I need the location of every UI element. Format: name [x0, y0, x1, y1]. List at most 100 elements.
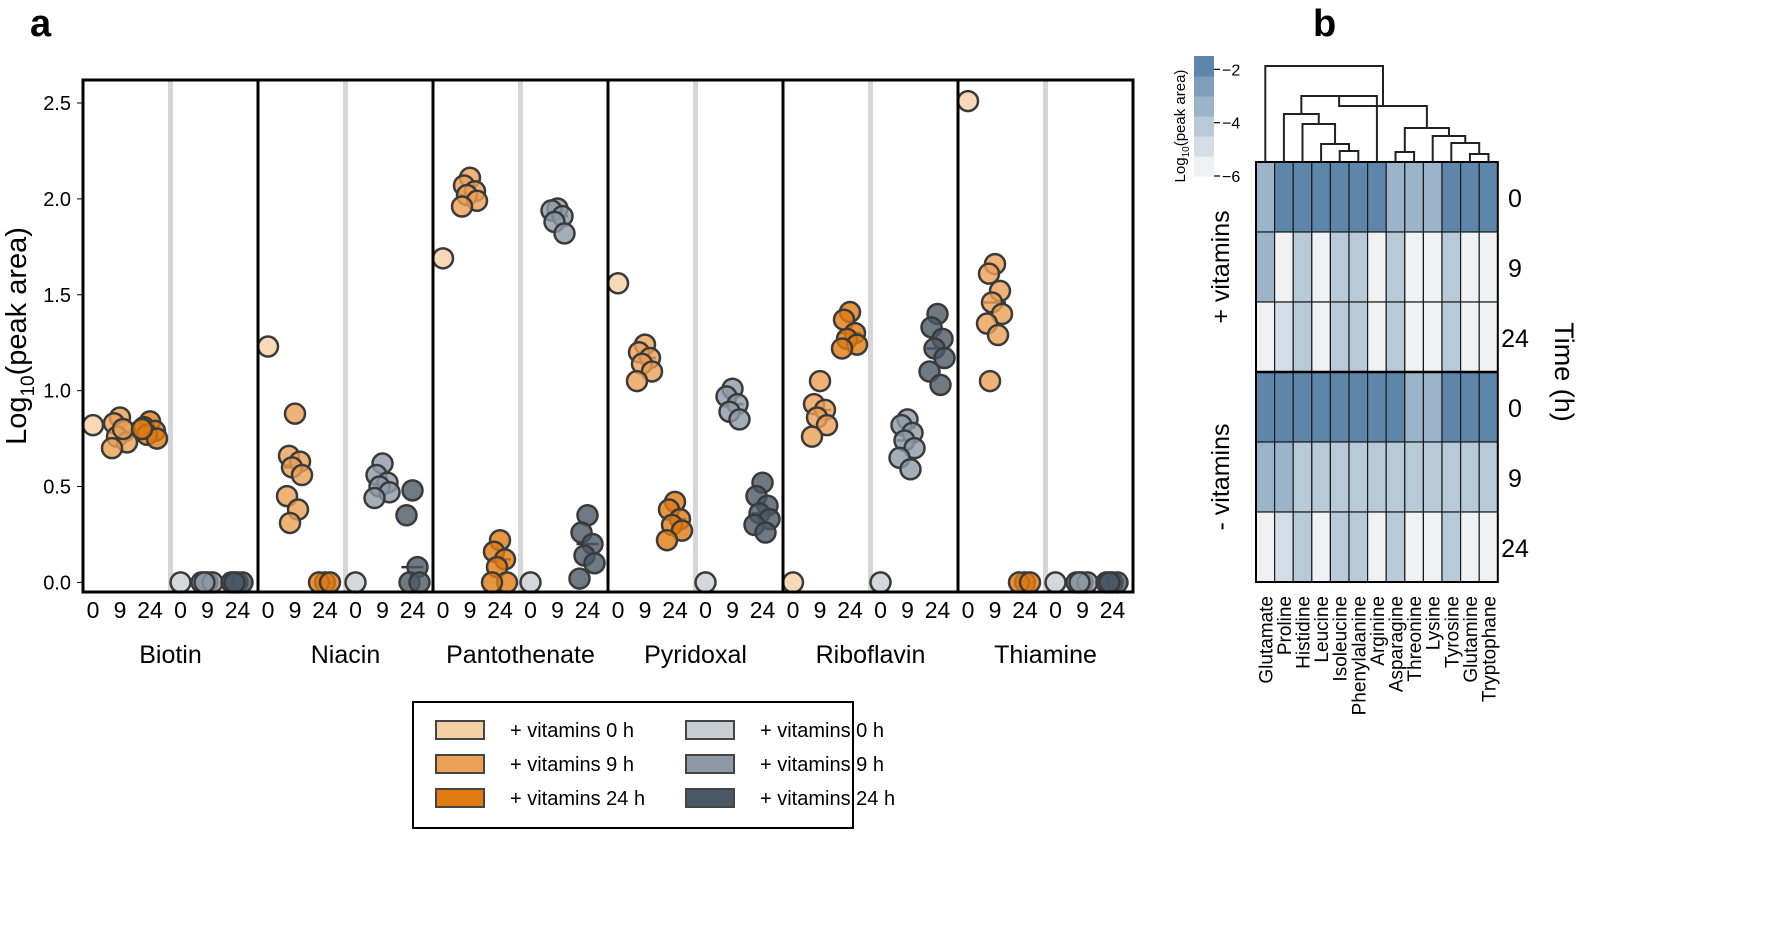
time-tick-label: 24: [487, 597, 513, 623]
data-point: [625, 369, 649, 393]
data-point: [830, 337, 854, 360]
y-axis-label-main: Log: [1, 397, 33, 445]
column-label: Lysine: [1424, 596, 1445, 650]
heatmap-cell: [1478, 301, 1499, 373]
data-point: [130, 417, 154, 441]
heatmap-cell: [1459, 161, 1480, 233]
legend-swatch: [685, 788, 735, 808]
heatmap-cell: [1441, 301, 1462, 373]
legend-label: + vitamins 24 h: [760, 788, 895, 810]
heatmap-cell: [1441, 161, 1462, 233]
row-group-label: + vitamins: [1207, 210, 1235, 323]
data-point: [111, 417, 135, 441]
colorbar-tick-label: −2: [1222, 62, 1240, 79]
data-point: [606, 272, 630, 295]
heatmap-cell: [1422, 511, 1443, 583]
dendrogram-link: [1394, 151, 1416, 162]
row-label: 24: [1501, 325, 1529, 353]
y-axis-label-rest: (peak area): [1, 227, 33, 375]
heatmap-cell: [1404, 371, 1425, 443]
heatmap-cell: [1311, 511, 1332, 583]
heatmap-cell: [1348, 441, 1369, 513]
heatmap-cell: [1366, 511, 1387, 583]
y-axis-label-sub: 10: [18, 375, 39, 396]
data-point: [344, 571, 367, 594]
heatmap-cell: [1385, 301, 1406, 373]
heatmap-cell: [1348, 301, 1369, 373]
colorbar-segment: [1194, 96, 1214, 117]
facet-label: Biotin: [139, 641, 202, 669]
colorbar: −2 −4 −6 Log10(peak area): [1172, 56, 1240, 186]
time-tick-label: 9: [901, 597, 914, 623]
time-tick-label: 24: [225, 597, 251, 623]
heatmap-cell: [1441, 371, 1462, 443]
heatmap-cell: [1478, 441, 1499, 513]
time-tick-label: 0: [174, 597, 187, 623]
heatmap-cell: [1273, 441, 1294, 513]
heatmap-cell: [1478, 161, 1499, 233]
panel-label-b: b: [1313, 3, 1336, 45]
row-label: 0: [1508, 395, 1522, 423]
heatmap-cell: [1422, 441, 1443, 513]
colorbar-segment: [1194, 116, 1214, 137]
row-label: 0: [1508, 185, 1522, 213]
legend-label: + vitamins 9 h: [760, 754, 884, 776]
heatmap-cell: [1273, 511, 1294, 583]
time-tick-label: 9: [464, 597, 477, 623]
time-tick-label: 9: [726, 597, 739, 623]
heatmap-cell: [1292, 371, 1313, 443]
panel-label-a: a: [30, 3, 52, 45]
heatmap-cell: [1311, 301, 1332, 373]
heatmap-cell: [1255, 161, 1276, 233]
time-tick-label: 24: [312, 597, 338, 623]
heatmap-cell: [1255, 441, 1276, 513]
column-label: Leucine: [1312, 596, 1333, 663]
y-tick-label: 2.0: [43, 189, 71, 211]
data-point: [480, 571, 504, 594]
data-point: [956, 89, 980, 113]
column-label: Tryptophane: [1480, 596, 1501, 702]
legend-swatch: [435, 720, 485, 740]
heatmap-cell: [1441, 231, 1462, 303]
heatmap-cell: [1273, 371, 1294, 443]
legend-swatch: [435, 754, 485, 774]
heatmap-cell: [1273, 231, 1294, 303]
heatmap-cell: [1255, 511, 1276, 583]
heatmap-cell: [1292, 301, 1313, 373]
dendrogram-link: [1282, 113, 1320, 162]
colorbar-segment: [1194, 76, 1214, 97]
dendrogram-link: [1264, 65, 1384, 162]
y-tick-label: 0.0: [43, 572, 71, 594]
time-tick-label: 24: [1100, 597, 1126, 623]
data-point: [1044, 571, 1067, 594]
data-point: [256, 335, 280, 358]
heatmap-cell: [1255, 371, 1276, 443]
data-point: [815, 413, 839, 437]
time-tick-label: 9: [551, 597, 564, 623]
data-point: [869, 571, 892, 594]
data-point: [977, 262, 1001, 285]
y-tick-label: 1.5: [43, 285, 71, 307]
colorbar-title-rest: (peak area): [1172, 70, 1189, 147]
dendrogram-link: [1468, 153, 1490, 162]
column-label: Arginine: [1368, 596, 1389, 666]
time-tick-label: 0: [524, 597, 537, 623]
data-point: [781, 571, 805, 594]
heatmap-cell: [1422, 231, 1443, 303]
time-tick-label: 9: [814, 597, 827, 623]
heatmap-cell: [1404, 231, 1425, 303]
heatmap-cell: [1385, 161, 1406, 233]
legend-label: + vitamins 0 h: [760, 720, 884, 742]
legend-swatch: [685, 720, 735, 740]
heatmap-cell: [1366, 231, 1387, 303]
data-point: [81, 413, 105, 437]
row-group-label: - vitamins: [1207, 424, 1235, 531]
time-tick-label: 0: [699, 597, 712, 623]
time-tick-label: 9: [114, 597, 127, 623]
time-tick-label: 24: [575, 597, 601, 623]
heatmap-cell: [1366, 301, 1387, 373]
data-point: [100, 436, 124, 460]
